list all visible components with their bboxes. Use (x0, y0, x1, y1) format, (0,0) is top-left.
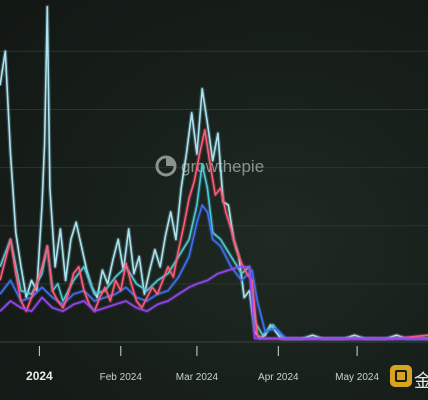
pie-logo-icon (155, 155, 177, 177)
series-line-4 (0, 129, 428, 340)
corner-text: 金 (414, 371, 428, 392)
x-axis: 2024 Feb 2024 Mar 2024 Apr 2024 May 2024 (26, 346, 379, 383)
x-tick-label: Mar 2024 (176, 372, 219, 383)
x-tick-label: Feb 2024 (100, 372, 143, 383)
x-tick-label: 2024 (26, 369, 53, 383)
x-tick-label: Apr 2024 (258, 372, 299, 383)
series-line-2 (0, 163, 428, 340)
x-tick-label: May 2024 (335, 372, 379, 383)
jinse-logo-icon (390, 365, 412, 387)
series-line-1 (0, 6, 428, 340)
series-line-5 (0, 266, 428, 340)
series-group (0, 4, 428, 341)
